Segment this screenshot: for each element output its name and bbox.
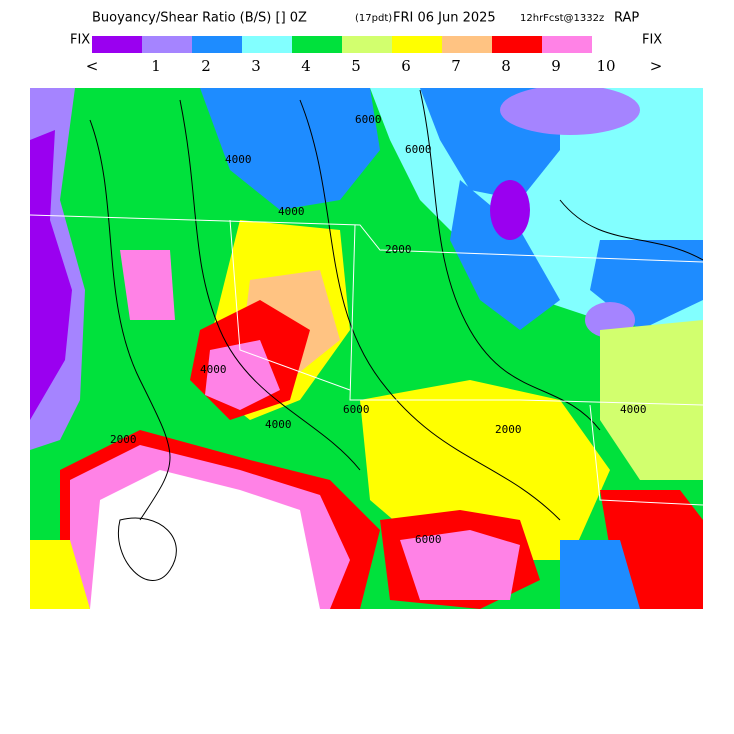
title-fcst: 12hrFcst@1332z [520, 13, 604, 24]
legend-label: 3 [251, 57, 261, 75]
region [30, 540, 90, 609]
contour-label: 4000 [225, 153, 252, 166]
state-border [30, 214, 703, 263]
legend-swatch [292, 36, 342, 53]
contour-label: 6000 [405, 143, 432, 156]
region [400, 530, 520, 600]
state-border [229, 219, 351, 391]
contour-label: 6000 [343, 403, 370, 416]
legend-label: 1 [151, 57, 161, 75]
legend-label: 5 [351, 57, 361, 75]
legend-left-label: FIX [70, 33, 90, 48]
legend: <1 2 3 4 5 6 7 8 9 10 > [86, 36, 663, 75]
region [560, 540, 640, 609]
legend-swatch [392, 36, 442, 53]
legend-swatch [442, 36, 492, 53]
contour [118, 517, 177, 581]
legend-right-label: FIX [642, 33, 662, 48]
contour [179, 99, 361, 471]
contour-label: 4000 [620, 403, 647, 416]
contour-label: 4000 [278, 205, 305, 218]
contour-label: 2000 [385, 243, 412, 256]
legend-label: 6 [401, 57, 411, 75]
legend-label: 2 [201, 57, 211, 75]
legend-swatch [492, 36, 542, 53]
state-border [349, 224, 703, 406]
legend-label: > [650, 57, 663, 75]
map: 4000 4000 2000 6000 6000 4000 2000 4000 … [30, 88, 703, 609]
contour-label: 6000 [415, 533, 442, 546]
region [200, 88, 380, 210]
title: Buoyancy/Shear Ratio (B/S) [] 0Z (17pdt)… [92, 11, 639, 26]
region [30, 130, 72, 420]
region [490, 180, 530, 240]
legend-label: < [86, 57, 99, 75]
contour-label: 2000 [110, 433, 137, 446]
contour [299, 99, 561, 521]
region [500, 88, 640, 135]
legend-swatch [142, 36, 192, 53]
legend-label: 9 [551, 57, 561, 75]
legend-label: 8 [501, 57, 511, 75]
title-pdt: (17pdt) [355, 13, 392, 24]
legend-label: 7 [451, 57, 461, 75]
title-model: RAP [614, 11, 639, 26]
contour-label: 6000 [355, 113, 382, 126]
legend-label: 4 [301, 57, 311, 75]
legend-swatch [342, 36, 392, 53]
legend-swatch [542, 36, 592, 53]
legend-label: 10 [596, 57, 615, 75]
legend-swatch [192, 36, 242, 53]
title-main: Buoyancy/Shear Ratio (B/S) [] 0Z [92, 11, 307, 26]
contour-label: 4000 [265, 418, 292, 431]
region [120, 250, 175, 320]
region [90, 470, 320, 609]
region [600, 320, 703, 480]
contour [89, 119, 171, 521]
title-date: FRI 06 Jun 2025 [393, 11, 496, 26]
contour [419, 89, 601, 431]
contour [559, 199, 703, 261]
contour-label: 4000 [200, 363, 227, 376]
legend-swatch [92, 36, 142, 53]
legend-swatch [242, 36, 292, 53]
state-border [589, 404, 703, 506]
contour-label: 2000 [495, 423, 522, 436]
